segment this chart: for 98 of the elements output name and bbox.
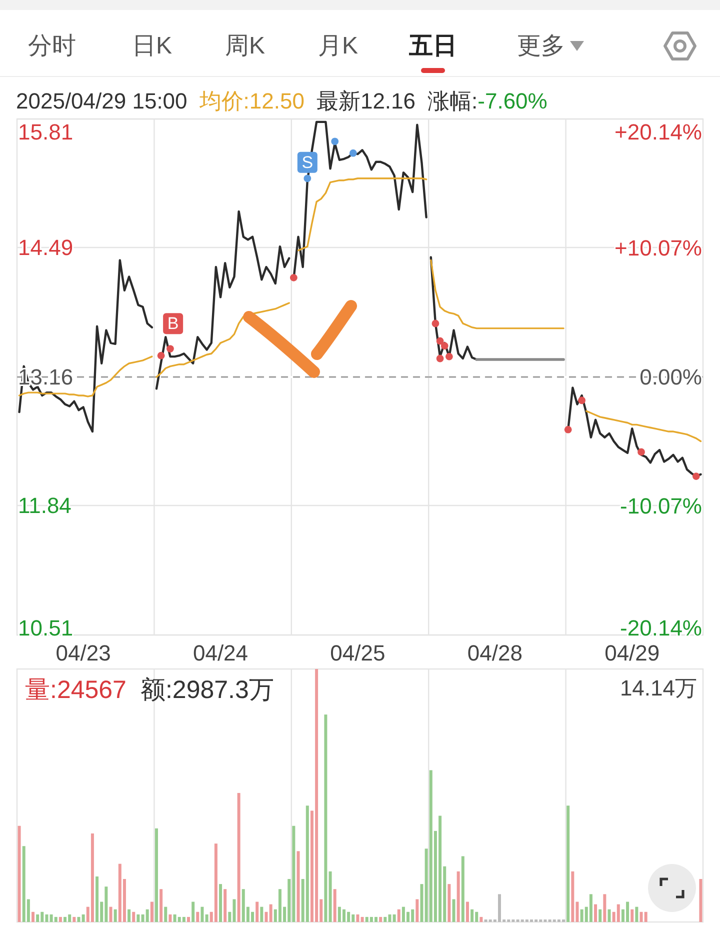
bar (182, 916, 186, 922)
bar (260, 906, 264, 922)
text: 月K (318, 32, 358, 60)
bar (164, 906, 168, 922)
bar (200, 906, 204, 922)
y2-tick-label: 0.00% (640, 364, 702, 390)
bar (64, 916, 67, 922)
bar (269, 904, 272, 922)
bar (594, 904, 598, 922)
bar (72, 916, 76, 922)
annotation: S (302, 152, 314, 172)
bar (150, 902, 154, 922)
bar (82, 914, 85, 922)
bar (466, 902, 469, 922)
bar (58, 916, 62, 922)
bar (328, 871, 332, 922)
bar (196, 912, 200, 922)
bar (168, 914, 172, 922)
x-tick-label: 04/23 (56, 640, 111, 666)
bar (132, 912, 136, 922)
y-tick-label: 11.84 (18, 493, 72, 518)
annotation: B (167, 314, 179, 334)
bar (416, 899, 419, 922)
bar (160, 889, 163, 922)
annotation: 14.14万 (620, 676, 697, 700)
annotation: 量:24567 (25, 676, 126, 704)
bar (630, 909, 634, 922)
bar (114, 909, 117, 922)
bar (384, 916, 387, 922)
bar (571, 871, 574, 922)
bar (192, 902, 195, 922)
bar (397, 909, 400, 922)
bar (379, 916, 382, 922)
bar (452, 899, 456, 922)
x-tick-label: 04/28 (467, 640, 522, 666)
bar (136, 914, 140, 922)
bar (146, 909, 149, 922)
annotation: 额:2987.3万 (140, 676, 274, 704)
text: 最新12.16 (316, 88, 416, 114)
y-tick-label: 14.49 (18, 235, 74, 260)
bar (187, 916, 190, 922)
x-tick-label: 04/24 (192, 640, 248, 666)
y2-tick-label: +10.07% (614, 236, 702, 260)
bar (237, 792, 240, 922)
bar (264, 912, 268, 922)
bar (219, 884, 222, 922)
bar (461, 856, 464, 922)
y2-tick-label: -20.14% (620, 616, 702, 640)
bar (603, 894, 606, 922)
bar (32, 912, 35, 922)
bar (18, 826, 21, 922)
text: 均价:12.50 (198, 88, 304, 114)
bar (205, 914, 208, 922)
bar (306, 806, 309, 922)
text: -7.60% (478, 88, 548, 114)
bar (356, 914, 360, 922)
bar (128, 909, 131, 922)
y-tick-label: 10.51 (18, 616, 74, 640)
bar (154, 828, 158, 922)
bar (90, 833, 94, 922)
bar (420, 884, 424, 922)
x-tick-label: 04/25 (330, 640, 386, 666)
bar (109, 906, 112, 922)
bar (224, 889, 227, 922)
bar (296, 851, 300, 922)
bar (392, 914, 396, 922)
bar (456, 871, 460, 922)
y-tick-label: 15.81 (18, 120, 74, 144)
bar (36, 914, 40, 922)
bar (54, 916, 58, 922)
text: 五日 (408, 32, 457, 60)
bar (214, 844, 218, 922)
bar (589, 894, 592, 922)
x-tick-label: 04/29 (604, 640, 660, 666)
bar (96, 876, 99, 922)
text: 更多 (517, 32, 565, 60)
bar (256, 902, 259, 922)
bar (635, 906, 638, 922)
bar (324, 714, 328, 922)
bar (699, 878, 702, 922)
bar (644, 912, 648, 922)
text: 分时 (28, 32, 76, 60)
y2-tick-label: -10.07% (620, 494, 702, 518)
bar (480, 916, 483, 922)
bar (77, 916, 80, 922)
bar (566, 806, 570, 922)
text: 日K (132, 32, 172, 60)
bar (616, 904, 620, 922)
text: 涨幅: (428, 88, 478, 114)
bar (333, 889, 336, 922)
bar (598, 909, 602, 922)
bar (448, 884, 451, 922)
bar (470, 909, 474, 922)
bar (608, 909, 611, 922)
bar (360, 916, 364, 922)
text: 周K (224, 32, 266, 60)
y2-tick-label: +20.14% (614, 120, 702, 144)
text: 2025/04/29 15:00 (16, 88, 188, 114)
